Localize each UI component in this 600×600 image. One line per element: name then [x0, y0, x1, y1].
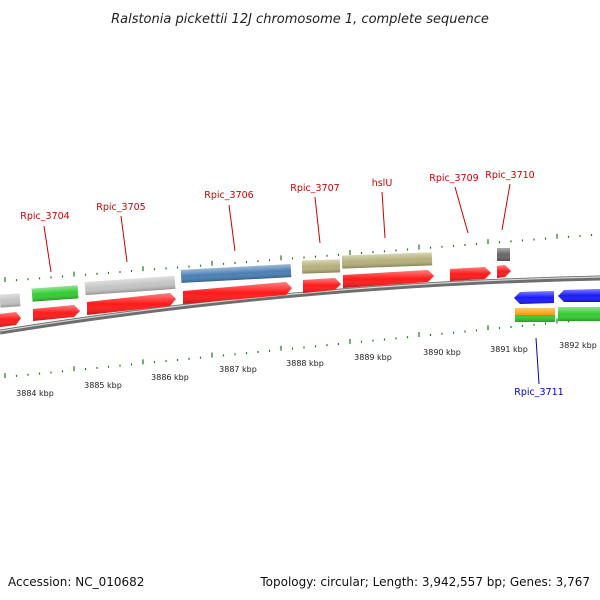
scale-labels: 3884 kbp 3885 kbp 3886 kbp 3887 kbp 3888 kbp… — [16, 341, 597, 398]
scale-label: 3889 kbp — [354, 353, 392, 362]
label-leaders — [43, 183, 540, 385]
scale-label: 3892 kbp — [559, 341, 597, 350]
gene-label[interactable]: hslU — [372, 178, 393, 189]
topology-label: Topology: circular; Length: 3,942,557 bp… — [259, 575, 590, 589]
scale-label: 3884 kbp — [16, 389, 54, 398]
gene-label[interactable]: Rpic_3706 — [204, 190, 253, 201]
gene-label[interactable]: Rpic_3704 — [20, 211, 69, 222]
gene-labels: Rpic_3704 Rpic_3705 Rpic_3706 Rpic_3707 … — [20, 170, 563, 398]
scale-label: 3890 kbp — [423, 348, 461, 357]
gene-label[interactable]: Rpic_3707 — [290, 183, 339, 194]
accession-label: Accession: NC_010682 — [8, 575, 144, 589]
scale-label: 3888 kbp — [286, 359, 324, 368]
gene-label[interactable]: Rpic_3709 — [429, 173, 478, 184]
forward-genes — [0, 248, 510, 308]
gene-label[interactable]: Rpic_3705 — [96, 202, 145, 213]
scale-label: 3891 kbp — [490, 345, 528, 354]
scale-label: 3886 kbp — [151, 373, 189, 382]
map-title: Ralstonia pickettii 12J chromosome 1, co… — [111, 12, 489, 27]
gene-label[interactable]: Rpic_3710 — [485, 170, 534, 181]
gene-label[interactable]: Rpic_3711 — [514, 387, 563, 398]
reverse-genes — [514, 289, 600, 322]
scale-label: 3887 kbp — [219, 365, 257, 374]
chromosome-backbone — [0, 275, 600, 335]
forward-cds — [0, 265, 511, 327]
scale-label: 3885 kbp — [84, 381, 122, 390]
